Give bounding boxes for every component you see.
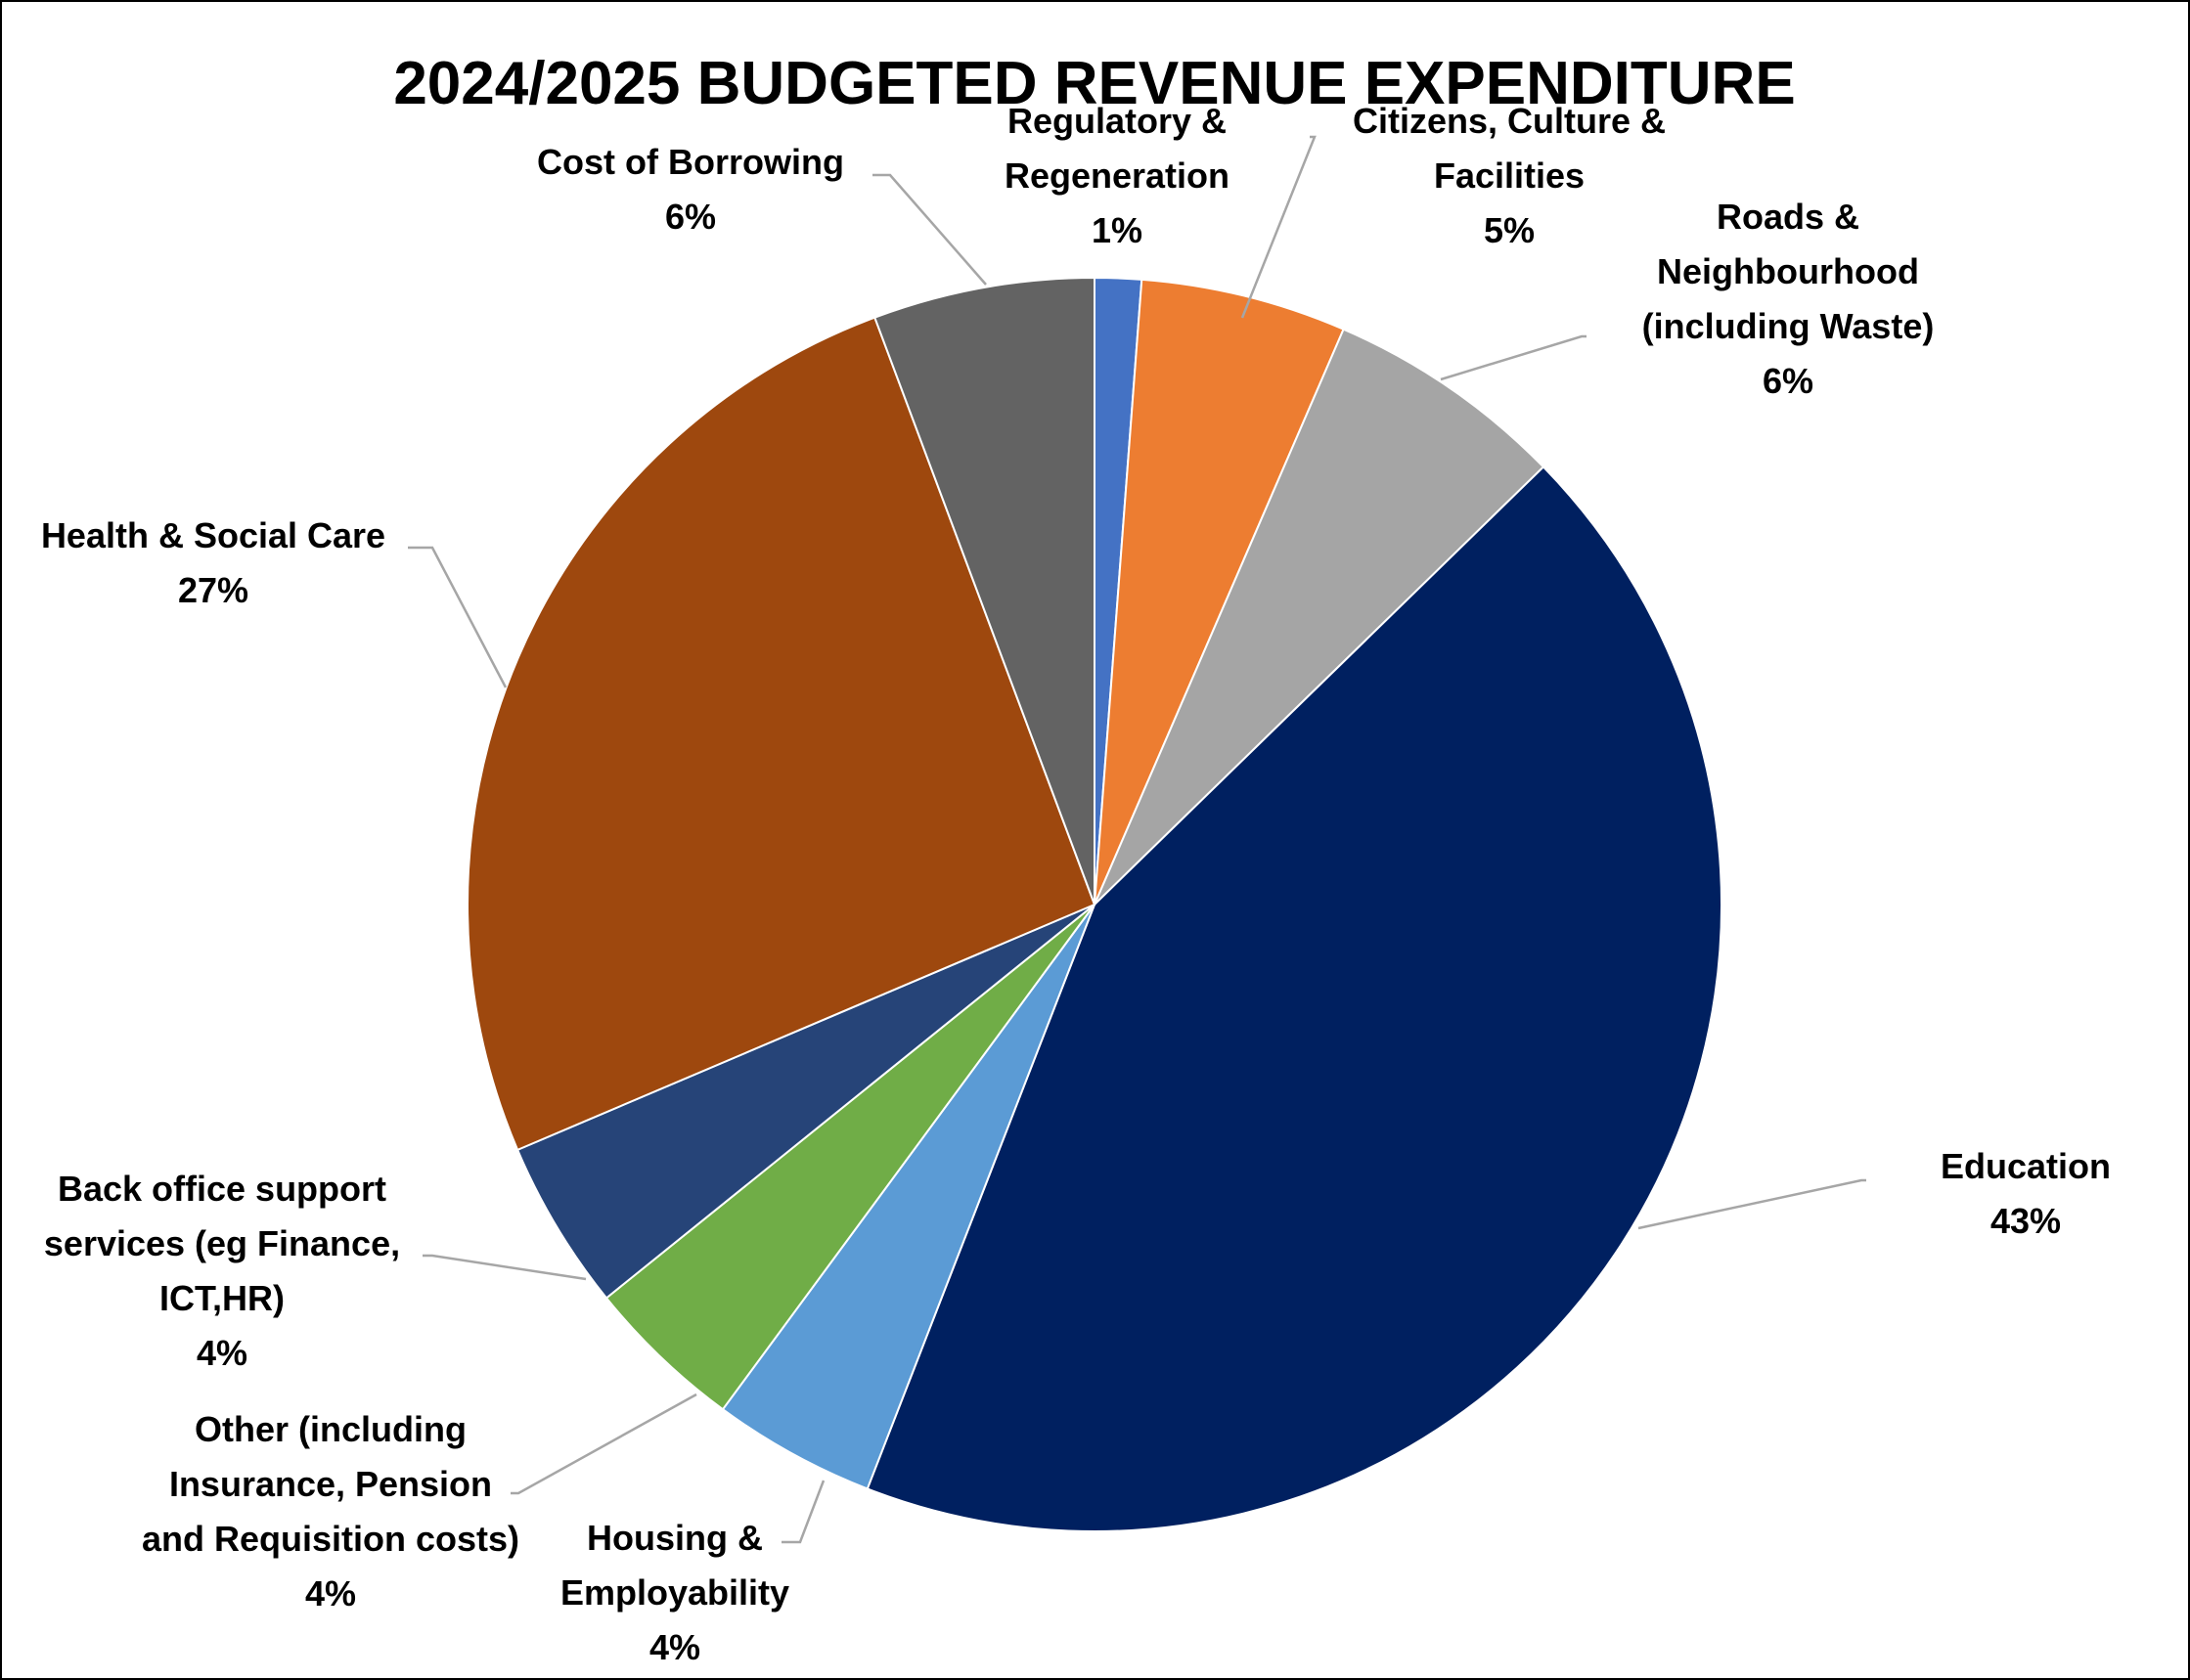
slice-label-8: Cost of Borrowing 6% (537, 142, 844, 237)
pie-slice-2 (1094, 328, 1545, 906)
slice-label-line-1-0: Citizens, Culture & (1353, 101, 1666, 141)
slice-label-0: Regulatory & Regeneration 1% (1005, 101, 1229, 250)
pie-slice-6 (515, 904, 1095, 1300)
slice-percent-1: 5% (1484, 210, 1535, 250)
slice-label-line-5-2: and Requisition costs) (142, 1519, 519, 1559)
slice-label-5: Other (including Insurance, Pension and Re… (142, 1409, 519, 1614)
slice-percent-2: 6% (1763, 361, 1813, 401)
slice-label-line-2-2: (including Waste) (1642, 306, 1935, 346)
pie-slices (467, 276, 1722, 1532)
slice-label-line-5-1: Insurance, Pension (169, 1464, 492, 1504)
slice-label-2: Roads & Neighbourhood (including Waste) 6% (1642, 197, 1935, 401)
slice-label-line-4-1: Employability (560, 1572, 789, 1613)
slice-label-1: Citizens, Culture & Facilities 5% (1353, 101, 1666, 250)
slice-percent-8: 6% (665, 197, 716, 237)
slice-percent-4: 4% (649, 1627, 700, 1667)
leader-line-3 (1637, 1178, 1866, 1230)
slice-label-4: Housing & Employability 4% (560, 1518, 789, 1667)
slice-label-line-2-1: Neighbourhood (1657, 251, 1919, 291)
leader-lines (408, 135, 1866, 1544)
chart-title: 2024/2025 BUDGETED REVENUE EXPENDITURE (393, 50, 1795, 117)
slice-percent-6: 4% (197, 1333, 247, 1373)
pie-slice-3 (866, 465, 1722, 1532)
pie-slice-4 (721, 904, 1095, 1490)
leader-line-2 (1440, 334, 1587, 381)
slice-percent-5: 4% (305, 1573, 356, 1614)
leader-line-4 (782, 1480, 826, 1544)
slice-label-7: Health & Social Care 27% (41, 515, 385, 610)
slice-label-line-6-2: ICT,HR) (159, 1278, 285, 1318)
slice-label-line-4-0: Housing & (587, 1518, 763, 1558)
slice-label-line-6-1: services (eg Finance, (44, 1223, 400, 1263)
slice-labels: Regulatory & Regeneration 1% Citizens, Cult… (41, 101, 2111, 1667)
slice-label-line-1-1: Facilities (1434, 155, 1585, 196)
leader-line-1 (1240, 135, 1317, 319)
slice-label-line-8-0: Cost of Borrowing (537, 142, 844, 182)
leader-line-8 (872, 173, 987, 286)
slice-label-line-2-0: Roads & (1717, 197, 1859, 237)
slice-label-line-5-0: Other (including (195, 1409, 467, 1449)
pie-slice-8 (873, 276, 1095, 906)
pie-slice-1 (1094, 278, 1345, 906)
slice-label-line-7-0: Health & Social Care (41, 515, 385, 555)
slice-label-6: Back office support services (eg Finance,… (44, 1169, 400, 1373)
slice-label-line-0-0: Regulatory & (1007, 101, 1227, 141)
slice-label-line-6-0: Back office support (58, 1169, 386, 1209)
slice-label-line-0-1: Regeneration (1005, 155, 1229, 196)
pie-slice-7 (467, 316, 1096, 1152)
slice-percent-7: 27% (178, 570, 248, 610)
slice-label-line-3-0: Education (1941, 1146, 2111, 1186)
leader-line-6 (423, 1254, 587, 1281)
slice-percent-3: 43% (1990, 1201, 2061, 1241)
slice-label-3: Education 43% (1941, 1146, 2111, 1241)
leader-line-5 (511, 1393, 697, 1495)
slice-percent-0: 1% (1092, 210, 1142, 250)
leader-line-7 (408, 546, 508, 688)
